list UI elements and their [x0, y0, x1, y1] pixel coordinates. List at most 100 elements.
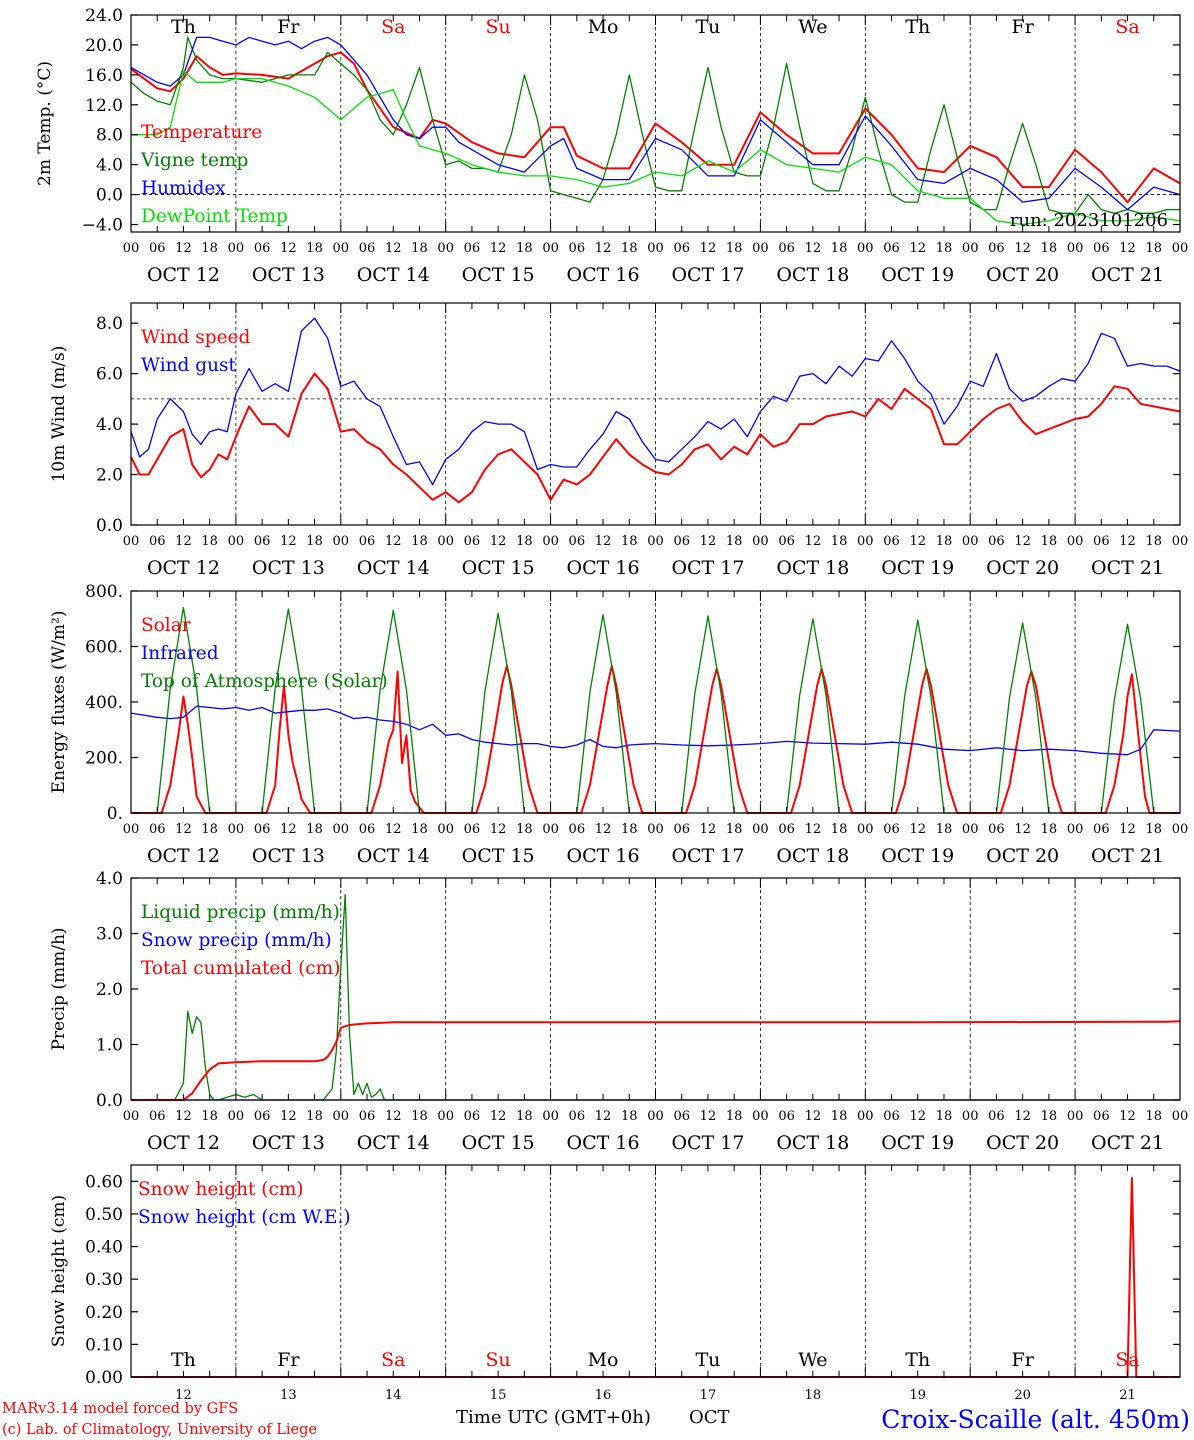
x-date-label: OCT 15	[462, 1132, 535, 1154]
x-date-label: OCT 13	[252, 264, 325, 286]
x-hour-label: 12	[385, 534, 402, 549]
x-hour-label: 18	[936, 241, 953, 256]
x-hour-label: 00	[857, 1109, 874, 1124]
y-tick-label: 1.0	[96, 1036, 123, 1056]
x-date-label: OCT 19	[881, 1132, 954, 1154]
x-hour-label: 00	[1067, 1109, 1084, 1124]
x-date-label: OCT 14	[357, 845, 430, 867]
x-hour-label: 00	[228, 241, 245, 256]
weekday-label: Sa	[381, 16, 405, 38]
weekday-label: Fr	[1012, 16, 1035, 38]
y-axis-title: Precip (mm/h)	[49, 927, 69, 1050]
x-date-label: OCT 18	[776, 845, 849, 867]
weekday-label: Sa	[381, 1349, 405, 1371]
x-hour-label: 00	[1172, 241, 1189, 256]
y-tick-label: 4.0	[96, 156, 123, 176]
legend-entry: Wind speed	[141, 327, 250, 348]
x-hour-label: 12	[490, 241, 507, 256]
x-hour-label: 18	[621, 822, 638, 837]
x-date-label: OCT 16	[567, 264, 640, 286]
x-date-label: OCT 15	[462, 264, 535, 286]
x-hour-label: 18	[516, 241, 533, 256]
x-hour-label: 12	[1014, 822, 1031, 837]
x-hour-label: 06	[359, 241, 376, 256]
x-date-label: OCT 20	[986, 1132, 1059, 1154]
x-date-label: OCT 16	[567, 1132, 640, 1154]
x-hour-label: 00	[1067, 241, 1084, 256]
legend-entry: Solar	[141, 615, 191, 636]
panel-1: 24.0 20.0 16.0 12.0 8.0 4.0 0.0 −4.0 2m Temp. (°…	[35, 6, 1188, 286]
x-hour-label: 12	[280, 241, 297, 256]
x-hour-label: 12	[909, 241, 926, 256]
legend-entry: Humidex	[141, 178, 226, 199]
x-date-label: OCT 20	[986, 264, 1059, 286]
y-axis-title: 2m Temp. (°C)	[35, 61, 55, 186]
weekday-label: We	[798, 16, 827, 38]
x-hour-label: 00	[1172, 1109, 1189, 1124]
x-hour-label: 06	[778, 1109, 795, 1124]
x-hour-label: 18	[936, 822, 953, 837]
y-tick-label: 2.0	[96, 466, 123, 486]
legend-entry: Wind gust	[141, 355, 236, 376]
x-hour-label: 18	[1041, 1109, 1058, 1124]
x-hour-label: 06	[254, 822, 271, 837]
x-hour-label: 18	[831, 241, 848, 256]
x-date-label: OCT 14	[357, 557, 430, 579]
x-date-label: OCT 18	[776, 264, 849, 286]
x-hour-label: 00	[542, 822, 559, 837]
x-hour-label: 18	[1041, 534, 1058, 549]
x-hour-label: 06	[883, 1109, 900, 1124]
x-hour-label: 12	[700, 534, 717, 549]
x-hour-label: 06	[464, 822, 481, 837]
x-hour-label: 12	[700, 822, 717, 837]
x-hour-label: 06	[569, 534, 586, 549]
y-axis-title: Snow height (cm)	[49, 1195, 69, 1347]
x-hour-label: 12	[909, 534, 926, 549]
series-line-wind-gust	[130, 317, 1181, 486]
x-hour-label: 00	[437, 534, 454, 549]
x-hour-label: 00	[228, 1109, 245, 1124]
x-hour-label: 00	[1172, 822, 1189, 837]
x-hour-label: 06	[254, 1109, 271, 1124]
x-date-label: OCT 19	[881, 264, 954, 286]
x-hour-label: 12	[595, 1109, 612, 1124]
weekday-label: We	[798, 1349, 827, 1371]
y-tick-label: 4.0	[96, 415, 123, 435]
x-hour-label: 18	[516, 1109, 533, 1124]
series-line-total-cumulated-cm-	[131, 1020, 1181, 1101]
weekday-label: Tu	[695, 16, 720, 38]
x-hour-label: 12	[909, 1109, 926, 1124]
x-date-label: OCT 17	[671, 557, 744, 579]
y-tick-label: 0.0	[96, 1091, 123, 1111]
x-hour-label: 18	[936, 1109, 953, 1124]
x-hour-label: 12	[175, 1109, 192, 1124]
run-annotation: run: 2023101206	[1010, 210, 1168, 231]
x-date-label: OCT 12	[147, 1132, 220, 1154]
y-tick-label: 3.0	[96, 925, 123, 945]
x-date-label: OCT 19	[881, 557, 954, 579]
x-date-label: OCT 19	[881, 845, 954, 867]
x-hour-label: 18	[726, 1109, 743, 1124]
x-hour-label: 18	[1146, 822, 1163, 837]
x-hour-label: 12	[909, 822, 926, 837]
x-hour-label: 18	[1041, 241, 1058, 256]
y-tick-label: 800.	[85, 582, 123, 602]
y-tick-label: 6.0	[96, 365, 123, 385]
panel-4: 4.0 3.0 2.0 1.0 0.0 Precip (mm/h) Liquid preci…	[49, 869, 1188, 1154]
x-hour-label: 12	[175, 241, 192, 256]
x-hour-label: 12	[175, 822, 192, 837]
day-number-label: 16	[595, 1388, 612, 1403]
y-tick-label: 2.0	[96, 980, 123, 1000]
x-hour-label: 12	[805, 241, 822, 256]
x-hour-label: 06	[673, 822, 690, 837]
x-hour-label: 18	[831, 1109, 848, 1124]
weekday-label: Th	[171, 1349, 196, 1371]
x-hour-label: 12	[1014, 1109, 1031, 1124]
x-hour-label: 00	[647, 822, 664, 837]
y-tick-label: 8.0	[96, 314, 123, 334]
x-hour-label: 00	[228, 822, 245, 837]
legend-entry: Snow height (cm W.E.)	[138, 1207, 351, 1228]
x-hour-label: 00	[333, 1109, 350, 1124]
x-hour-label: 06	[359, 1109, 376, 1124]
x-hour-label: 00	[962, 1109, 979, 1124]
